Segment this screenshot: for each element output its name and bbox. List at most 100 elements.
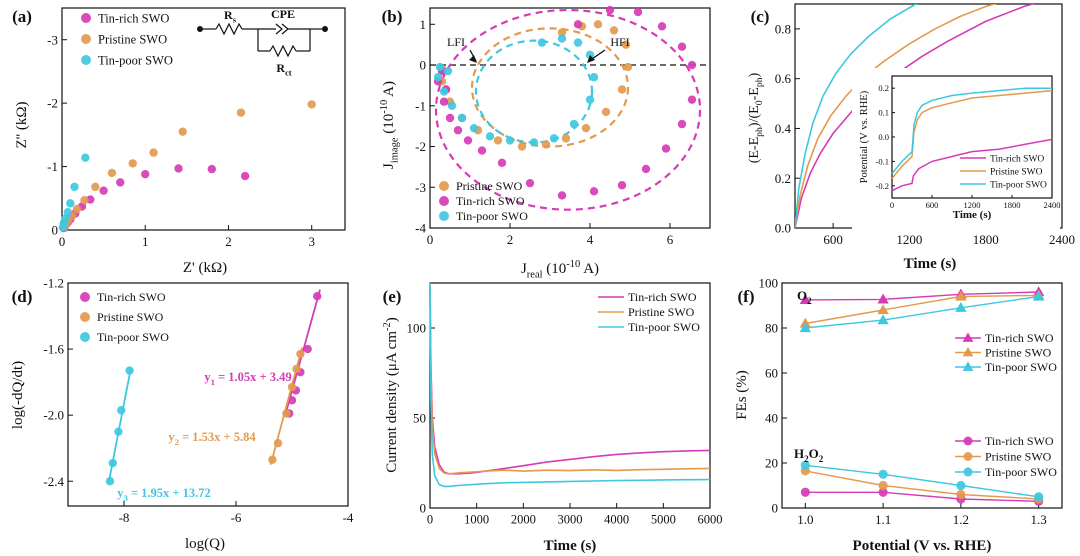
panel-a: (a) 0 1 2 3 0 -1 -2 -3 Z' (kΩ) Z'' (kΩ) Tin-rich SW… (12, 7, 346, 276)
data-point (517, 142, 527, 151)
x-tick-label: 1000 (464, 513, 489, 527)
y-tick-label: 50 (413, 411, 426, 426)
fit-line (107, 368, 132, 485)
legend-2-marker (80, 312, 90, 322)
inset-y-tick-label: 0.2 (878, 83, 889, 93)
data-point (593, 20, 603, 29)
y-axis-label-part: (10 (381, 114, 397, 138)
data-point (541, 140, 551, 149)
inset-y-tick-label: 0.1 (878, 108, 889, 118)
fit-equation-3-part: = 1.95x + 13.72 (128, 486, 211, 500)
inset-y-tick-label: -0.2 (876, 181, 889, 191)
data-point (439, 87, 449, 96)
panel-c: (c) 600 1200 1800 2400 0.0 0.2 0.4 0.6 0.8 Time (s… (747, 3, 1075, 272)
data-point (178, 127, 187, 136)
x-axis-label-part: -10 (566, 259, 580, 270)
y-axis-label-part: image (390, 137, 401, 163)
y-tick-label: -1 (415, 98, 426, 113)
legend-h2o2-3-label: Tin-poor SWO (985, 465, 1057, 479)
y-axis-label-part: (E-E (747, 137, 762, 163)
y-tick-label: 0.0 (775, 221, 791, 236)
legend-1-marker (439, 181, 449, 191)
group-label-o2-part: 2 (807, 296, 812, 306)
y-axis-label: (E-Eph)/(E0-Eph) (747, 72, 765, 163)
data-point (99, 186, 108, 195)
data-point (549, 134, 559, 143)
data-point (955, 301, 967, 312)
legend-2-label: Pristine SWO (97, 310, 164, 324)
plot-frame (429, 7, 711, 229)
inset-x-tick-label: 600 (926, 200, 939, 210)
panel-e: (e) 0 1000 2000 3000 4000 5000 6000 0 50 100 Time (… (382, 282, 723, 554)
annotation-hfi: HFI (610, 35, 629, 49)
y-tick-label: -1 (47, 159, 58, 174)
data-point (497, 158, 507, 168)
data-point (641, 164, 651, 174)
legend-1-marker (80, 292, 90, 302)
data-point (70, 182, 79, 192)
data-point (117, 405, 126, 415)
x-tick-label: 600 (823, 232, 843, 247)
inset-y-tick-label: 0.0 (878, 132, 889, 142)
equivalent-circuit: Rs CPE Rct (197, 7, 328, 78)
circuit-node (322, 26, 328, 32)
legend-o2-1-label: Tin-rich SWO (985, 331, 1054, 345)
fit-equation-1-part: = 1.05x + 3.49 (215, 370, 292, 384)
inset-x-tick-label: 0 (890, 200, 894, 210)
data-point (569, 119, 579, 129)
y-axis-label-part: ) (747, 72, 762, 77)
circuit-label-rct: Rct (276, 61, 291, 78)
series-line (805, 294, 1039, 325)
y-tick-label: 60 (765, 366, 778, 381)
data-point (878, 469, 888, 479)
y-tick-label: 40 (765, 411, 778, 426)
fit-equation-2-part: 2 (175, 437, 179, 447)
data-point (128, 159, 137, 168)
x-tick-label: 0 (427, 232, 434, 247)
group-label-o2: O2 (797, 288, 812, 306)
y-axis-label-part: J (381, 163, 397, 169)
data-point (877, 293, 889, 304)
data-point (687, 95, 697, 104)
legend-1-label: Tin-rich SWO (98, 11, 169, 25)
x-axis-label: Z' (kΩ) (183, 260, 227, 276)
y-axis-label-part: Current density (μA cm (384, 331, 400, 473)
series-line (805, 464, 1039, 498)
y-axis-label-part: ph (754, 77, 765, 87)
legend-o2-3-marker (962, 361, 974, 371)
y-tick-label: -4 (415, 221, 426, 236)
y-tick-label: -2 (47, 96, 58, 111)
fit-equation-2-part: = 1.53x + 5.84 (179, 430, 256, 444)
data-point (956, 489, 966, 500)
data-point (174, 164, 183, 173)
y-tick-label: -2.4 (43, 474, 64, 489)
data-point (80, 195, 89, 205)
circuit-label-rs: Rs (224, 8, 237, 25)
data-point (445, 113, 455, 123)
data-point (141, 169, 150, 179)
circuit-label-cpe: CPE (271, 7, 295, 21)
data-point (617, 85, 627, 94)
data-point (878, 480, 888, 491)
data-point (800, 487, 810, 497)
y-axis-label-part: 0 (754, 100, 765, 105)
fit-equation-1-part: 1 (211, 377, 215, 387)
x-tick-label: 1.0 (797, 512, 813, 527)
inset-y-tick-label: -0.1 (876, 156, 889, 166)
data-point (63, 208, 73, 217)
series-line (805, 491, 1039, 502)
legend-1-marker (81, 13, 91, 23)
y-axis-label-part: ) (384, 317, 400, 322)
x-tick-label: 2400 (1049, 232, 1075, 247)
y-axis-label-part: ph (754, 127, 765, 137)
legend-o2-1-marker (962, 332, 974, 342)
x-axis-label-part: (10 (543, 261, 567, 277)
inset-series-line (891, 87, 1052, 175)
legend-2-marker (81, 34, 91, 44)
group-label-h2o2-part: 2 (819, 454, 824, 464)
fit-equation-1-part: y (204, 370, 211, 384)
legend-1-label: Tin-rich SWO (97, 290, 166, 304)
x-tick-label: 2 (507, 232, 514, 247)
data-point (72, 204, 82, 214)
data-point (573, 20, 583, 29)
